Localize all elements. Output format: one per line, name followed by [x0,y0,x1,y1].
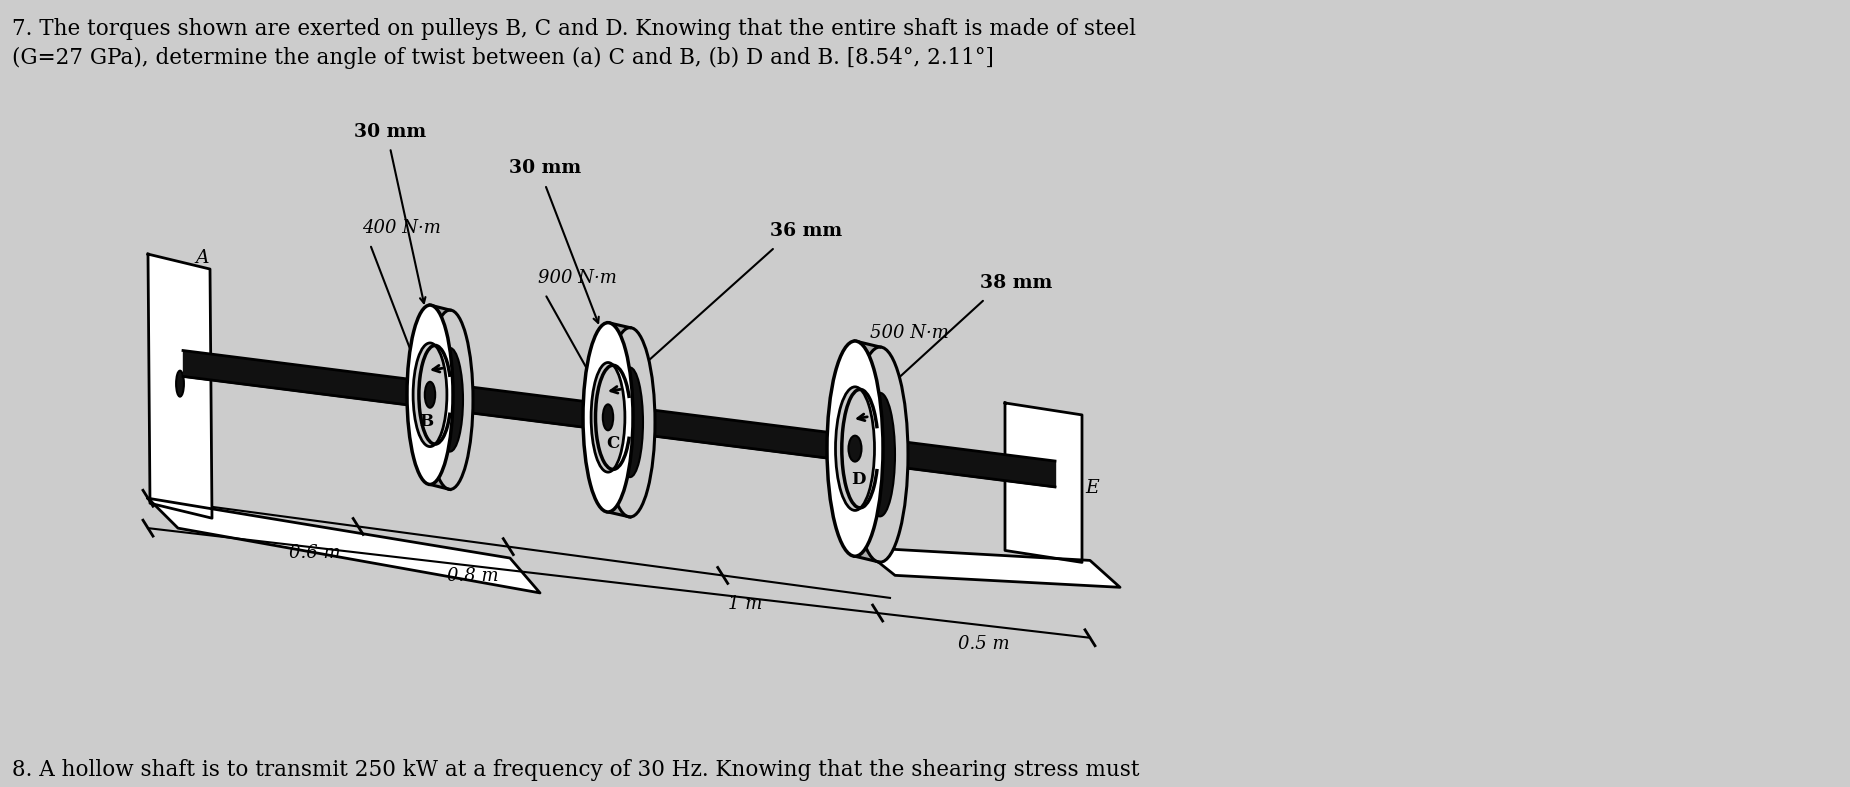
Polygon shape [855,341,881,562]
Text: B: B [418,412,433,430]
Ellipse shape [176,371,183,397]
Text: 8. A hollow shaft is to transmit 250 kW at a frequency of 30 Hz. Knowing that th: 8. A hollow shaft is to transmit 250 kW … [11,759,1140,781]
Ellipse shape [605,327,655,517]
Ellipse shape [866,393,895,516]
Ellipse shape [592,363,625,472]
Ellipse shape [836,387,875,511]
Ellipse shape [407,305,453,485]
Polygon shape [860,548,1119,587]
Text: 500 N·m: 500 N·m [870,324,949,342]
Text: 0.8 m: 0.8 m [446,567,498,585]
Polygon shape [1005,403,1082,563]
Ellipse shape [426,382,435,408]
Ellipse shape [849,436,862,462]
Text: E: E [1084,478,1099,497]
Text: D: D [851,471,866,488]
Ellipse shape [853,347,908,562]
Ellipse shape [618,368,644,477]
Ellipse shape [827,341,882,556]
Text: 1 m: 1 m [727,596,762,613]
Text: 400 N·m: 400 N·m [363,220,440,237]
Text: A: A [196,249,209,267]
Ellipse shape [583,323,633,512]
Ellipse shape [437,348,462,452]
Text: 7. The torques shown are exerted on pulleys B, C and D. Knowing that the entire : 7. The torques shown are exerted on pull… [11,18,1136,40]
Text: 38 mm: 38 mm [980,274,1053,292]
Ellipse shape [413,343,448,446]
Text: C: C [607,435,620,453]
Polygon shape [429,305,450,490]
Polygon shape [148,498,540,593]
Polygon shape [609,323,631,517]
Text: 36 mm: 36 mm [770,222,842,240]
Text: 30 mm: 30 mm [353,123,426,141]
Text: 30 mm: 30 mm [509,160,581,177]
Text: 900 N·m: 900 N·m [538,269,616,287]
Text: (G=27 GPa), determine the angle of twist between (a) C and B, (b) D and B. [8.54: (G=27 GPa), determine the angle of twist… [11,47,993,69]
Ellipse shape [427,310,474,490]
Text: 0.6 m: 0.6 m [289,545,340,563]
Text: 0.5 m: 0.5 m [958,635,1010,653]
Polygon shape [148,254,213,518]
Ellipse shape [603,405,612,430]
